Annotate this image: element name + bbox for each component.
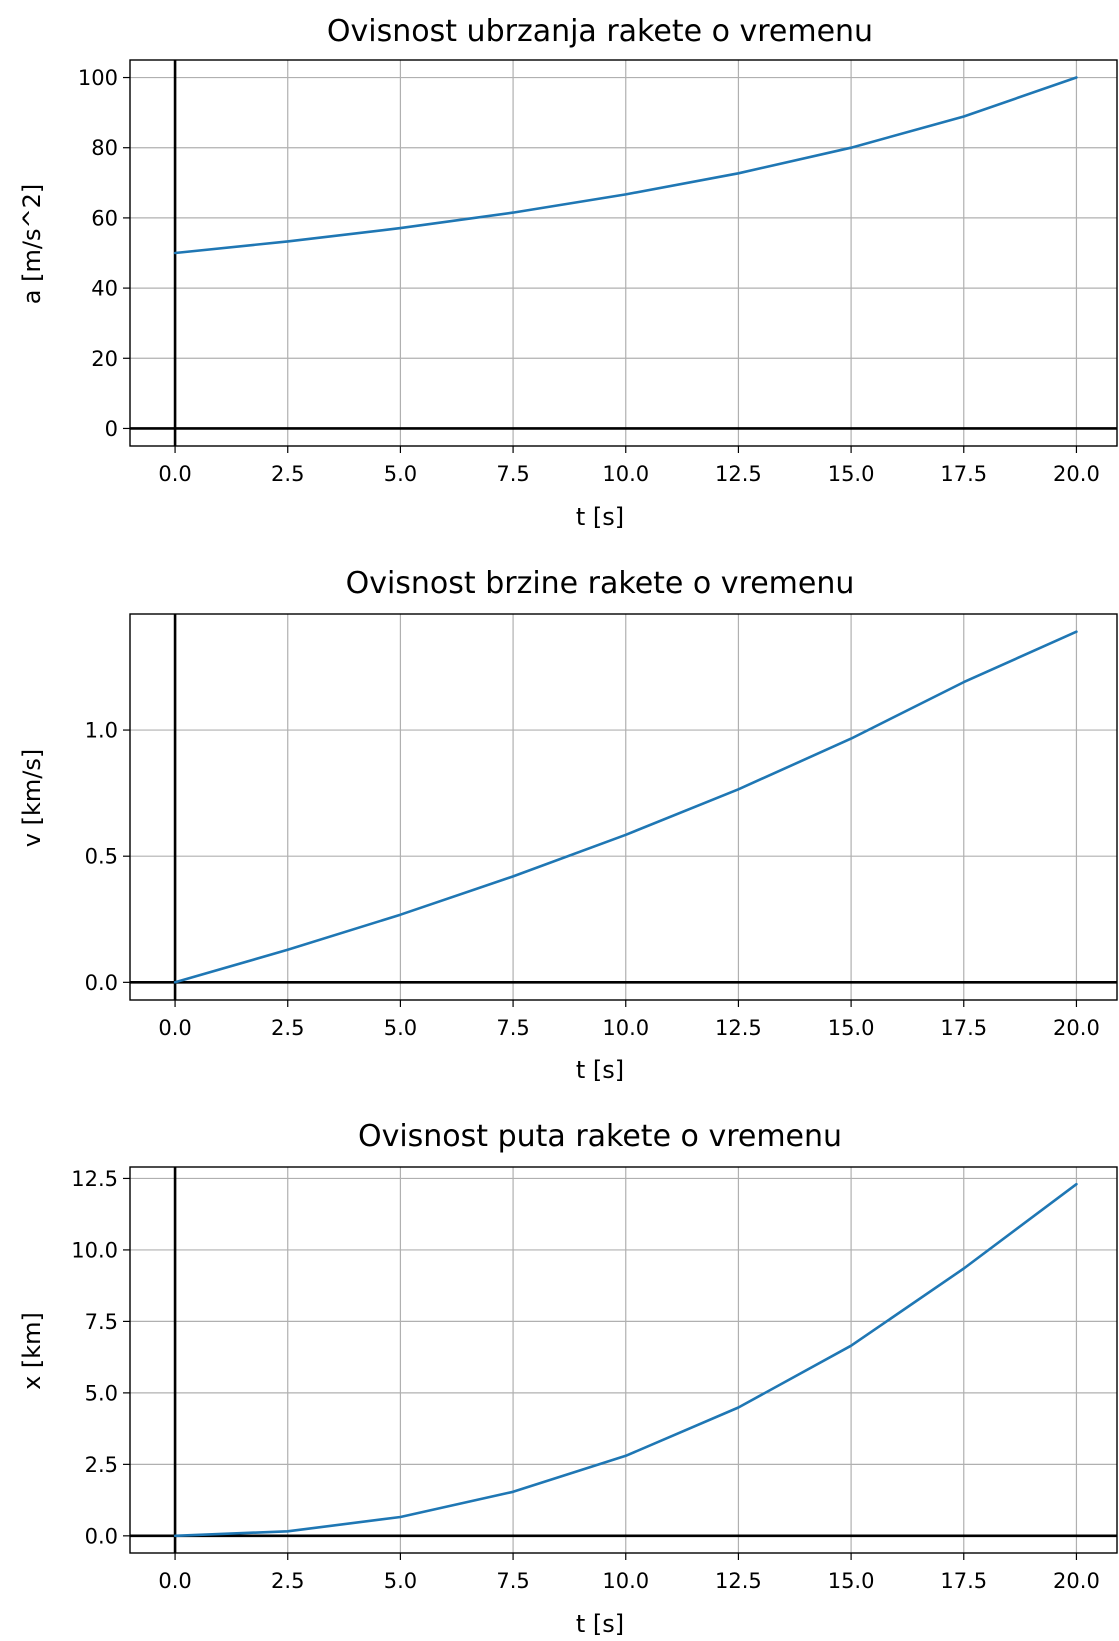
- x-tick-label: 12.5: [715, 1569, 762, 1593]
- chart-title: Ovisnost brzine rakete o vremenu: [346, 566, 855, 601]
- y-tick-label: 0: [105, 417, 118, 441]
- x-tick-label: 7.5: [496, 1569, 529, 1593]
- y-tick-label: 2.5: [85, 1453, 118, 1477]
- y-tick-label: 7.5: [85, 1310, 118, 1334]
- plot-frame: [129, 1166, 1118, 1554]
- x-tick-label: 5.0: [384, 1569, 417, 1593]
- x-tick-label: 0.0: [158, 462, 191, 486]
- x-tick-label: 5.0: [384, 1016, 417, 1040]
- y-axis-label: a [m/s^2]: [18, 184, 46, 304]
- x-tick-label: 0.0: [158, 1016, 191, 1040]
- y-tick-label: 20: [91, 347, 118, 371]
- x-axis-label: t [s]: [576, 1056, 624, 1084]
- x-tick-label: 15.0: [828, 462, 875, 486]
- x-tick-label: 2.5: [271, 1569, 304, 1593]
- velocity-chart: Ovisnost brzine rakete o vremenu v [km/s…: [18, 566, 1118, 1084]
- y-tick-label: 0.0: [85, 971, 118, 995]
- plot-frame: [129, 613, 1118, 1001]
- x-axis-label: t [s]: [576, 503, 624, 531]
- x-tick-label: 2.5: [271, 462, 304, 486]
- y-tick-label: 40: [91, 277, 118, 301]
- plot-frame: [129, 59, 1118, 447]
- x-tick-label: 0.0: [158, 1569, 191, 1593]
- chart-title: Ovisnost puta rakete o vremenu: [358, 1119, 842, 1154]
- y-tick-label: 0.0: [85, 1524, 118, 1548]
- y-tick-label: 0.5: [85, 845, 118, 869]
- x-tick-label: 20.0: [1053, 1016, 1100, 1040]
- y-axis-label: x [km]: [18, 1312, 46, 1390]
- y-tick-label: 5.0: [85, 1381, 118, 1405]
- x-tick-label: 17.5: [940, 1016, 987, 1040]
- x-tick-label: 20.0: [1053, 1569, 1100, 1593]
- x-tick-label: 10.0: [602, 1569, 649, 1593]
- x-tick-label: 12.5: [715, 1016, 762, 1040]
- chart-title: Ovisnost ubrzanja rakete o vremenu: [327, 14, 873, 49]
- x-tick-label: 10.0: [602, 462, 649, 486]
- y-tick-label: 60: [91, 206, 118, 230]
- y-axis-label: v [km/s]: [18, 749, 46, 847]
- x-tick-label: 20.0: [1053, 462, 1100, 486]
- x-tick-label: 12.5: [715, 462, 762, 486]
- y-tick-label: 80: [91, 136, 118, 160]
- x-axis-label: t [s]: [576, 1610, 624, 1638]
- y-tick-label: 1.0: [85, 719, 118, 743]
- x-tick-label: 10.0: [602, 1016, 649, 1040]
- x-tick-label: 17.5: [940, 1569, 987, 1593]
- x-tick-label: 2.5: [271, 1016, 304, 1040]
- acceleration-chart: Ovisnost ubrzanja rakete o vremenu a [m/…: [18, 14, 1118, 531]
- series-line: [173, 1182, 1078, 1538]
- y-tick-label: 10.0: [71, 1238, 118, 1262]
- x-tick-label: 15.0: [828, 1016, 875, 1040]
- x-tick-label: 5.0: [384, 462, 417, 486]
- x-tick-label: 7.5: [496, 462, 529, 486]
- y-tick-label: 100: [78, 66, 118, 90]
- y-tick-label: 12.5: [71, 1167, 118, 1191]
- distance-chart: Ovisnost puta rakete o vremenu x [km] t …: [18, 1119, 1118, 1638]
- x-tick-label: 15.0: [828, 1569, 875, 1593]
- series-line: [173, 630, 1078, 984]
- x-tick-label: 7.5: [496, 1016, 529, 1040]
- series-line: [173, 76, 1078, 255]
- x-tick-label: 17.5: [940, 462, 987, 486]
